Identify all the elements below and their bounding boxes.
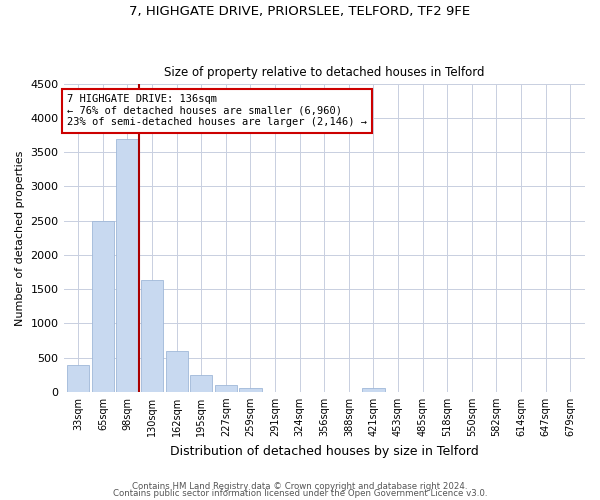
- Text: Contains HM Land Registry data © Crown copyright and database right 2024.: Contains HM Land Registry data © Crown c…: [132, 482, 468, 491]
- Bar: [190, 376, 212, 392]
- Bar: [362, 388, 385, 392]
- Bar: [67, 365, 89, 392]
- Bar: [239, 388, 262, 392]
- Text: 7, HIGHGATE DRIVE, PRIORSLEE, TELFORD, TF2 9FE: 7, HIGHGATE DRIVE, PRIORSLEE, TELFORD, T…: [130, 5, 470, 18]
- Text: 7 HIGHGATE DRIVE: 136sqm
← 76% of detached houses are smaller (6,960)
23% of sem: 7 HIGHGATE DRIVE: 136sqm ← 76% of detach…: [67, 94, 367, 128]
- Bar: [92, 220, 114, 392]
- Bar: [166, 350, 188, 392]
- Bar: [141, 280, 163, 392]
- Y-axis label: Number of detached properties: Number of detached properties: [15, 150, 25, 326]
- Bar: [215, 385, 237, 392]
- Bar: [116, 138, 139, 392]
- X-axis label: Distribution of detached houses by size in Telford: Distribution of detached houses by size …: [170, 444, 479, 458]
- Title: Size of property relative to detached houses in Telford: Size of property relative to detached ho…: [164, 66, 485, 78]
- Text: Contains public sector information licensed under the Open Government Licence v3: Contains public sector information licen…: [113, 490, 487, 498]
